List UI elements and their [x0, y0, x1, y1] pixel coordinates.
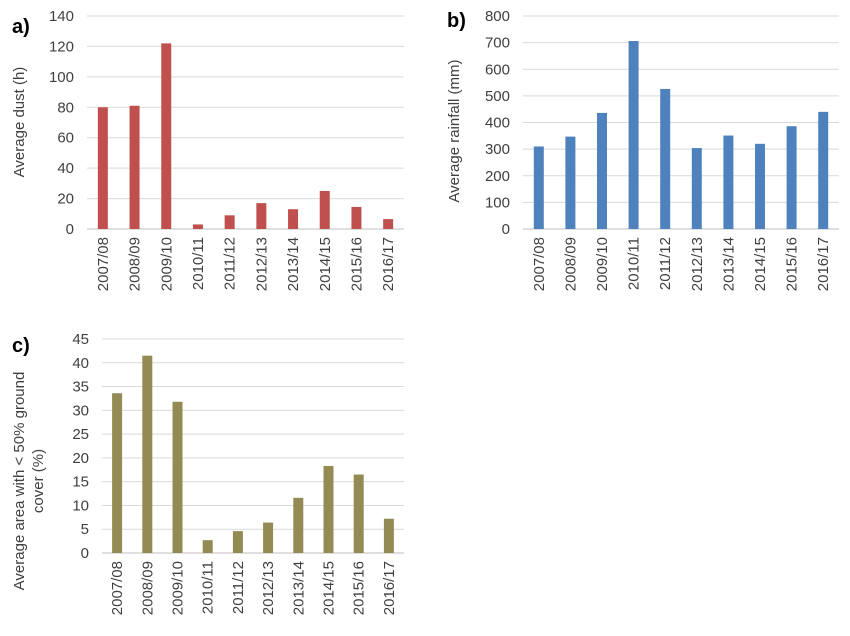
y-tick-label: 200 [485, 168, 510, 185]
x-tick-label: 2009/10 [170, 561, 187, 615]
chart-panel-2: b) 0 100 200 300 400 500 600 700 800 2007/08 2008/0… [446, 8, 839, 291]
bar [755, 143, 765, 229]
x-tick-label: 2015/16 [351, 561, 368, 615]
bar [383, 219, 394, 229]
x-tick-label: 2012/13 [260, 561, 277, 615]
x-tick-label: 2014/15 [317, 237, 334, 291]
x-tick-label: 2012/13 [253, 237, 270, 291]
bar [202, 540, 213, 553]
bar [323, 465, 334, 553]
y-tick-label: 100 [49, 69, 74, 86]
bar [129, 105, 140, 229]
y-tick-label: 5 [81, 521, 89, 538]
y-tick-label: 100 [485, 194, 510, 211]
x-tick-label: 2011/12 [657, 237, 674, 290]
bar [97, 107, 108, 229]
y-tick-label: 800 [485, 8, 510, 25]
y-tick-label: 30 [72, 402, 89, 419]
y-tick-label: 60 [57, 130, 74, 147]
x-tick-label: 2010/11 [200, 561, 217, 614]
x-tick-label: 2015/16 [348, 237, 365, 291]
x-tick-label: 2007/08 [109, 561, 126, 615]
bar [351, 206, 362, 229]
bar [660, 88, 671, 229]
bar [112, 393, 123, 553]
x-tick-label: 2009/10 [158, 237, 175, 291]
chart-panel-3: c) 0 5 10 15 20 25 30 35 40 45 2007/08 2008/09 2009/1… [11, 331, 404, 615]
y-tick-label: 500 [485, 88, 510, 105]
x-tick-label: 2013/14 [285, 237, 302, 291]
x-tick-label: 2008/09 [562, 237, 579, 291]
y-tick-label: 120 [49, 38, 74, 55]
y-tick-label: 0 [502, 221, 510, 238]
y-tick-label: 40 [57, 160, 74, 177]
x-tick-label: 2009/10 [594, 237, 611, 291]
bar [256, 203, 267, 229]
y-tick-label: 45 [72, 331, 89, 348]
bar [161, 43, 172, 230]
x-tick-label: 2016/17 [380, 237, 397, 291]
x-tick-label: 2016/17 [815, 237, 832, 291]
bar [288, 209, 299, 229]
y-tick-label: 15 [72, 474, 89, 491]
x-tick-label: 2013/14 [720, 237, 737, 291]
x-tick-label: 2008/09 [127, 237, 144, 291]
bar [293, 497, 304, 553]
x-tick-label: 2007/08 [531, 237, 548, 291]
y-tick-label: 10 [72, 497, 89, 514]
panel-label: c) [12, 335, 30, 357]
y-tick-label: 700 [485, 35, 510, 52]
y-tick-label: 40 [72, 355, 89, 372]
y-axis-title: Average area with < 50% ground [11, 372, 28, 591]
x-tick-label: 2011/12 [230, 561, 247, 614]
x-tick-label: 2014/15 [752, 237, 769, 291]
bar [565, 136, 576, 229]
y-axis-title: cover (%) [30, 449, 47, 513]
bar [192, 224, 203, 229]
x-tick-label: 2013/14 [290, 561, 307, 615]
y-tick-label: 0 [81, 545, 89, 562]
y-axis-title: Average dust (h) [11, 67, 28, 178]
bar [232, 531, 243, 553]
y-tick-label: 400 [485, 115, 510, 132]
y-axis-title: Average rainfall (mm) [446, 59, 463, 202]
bar [263, 522, 274, 553]
bar [353, 474, 364, 553]
y-tick-label: 20 [57, 191, 74, 208]
bar [597, 112, 607, 229]
y-tick-label: 25 [72, 426, 89, 443]
x-tick-label: 2010/11 [190, 237, 207, 290]
x-tick-label: 2011/12 [222, 237, 239, 290]
bar [628, 41, 639, 230]
panel-label: a) [12, 16, 30, 38]
y-tick-label: 20 [72, 450, 89, 467]
x-tick-label: 2008/09 [139, 561, 156, 615]
x-tick-label: 2015/16 [784, 237, 801, 291]
bar [224, 215, 235, 229]
x-tick-label: 2007/08 [95, 237, 112, 291]
bar [533, 146, 544, 229]
x-tick-label: 2016/17 [381, 561, 398, 615]
y-tick-label: 35 [72, 379, 89, 396]
x-tick-label: 2014/15 [321, 561, 338, 615]
y-tick-label: 80 [57, 99, 74, 116]
bar [786, 126, 797, 229]
x-tick-label: 2010/11 [626, 237, 643, 290]
bar [172, 401, 183, 553]
y-tick-label: 0 [66, 221, 74, 238]
panel-label: b) [447, 10, 466, 32]
y-tick-label: 600 [485, 61, 510, 78]
bar [142, 355, 153, 553]
bar [723, 135, 734, 229]
bar [319, 190, 330, 229]
y-tick-label: 300 [485, 141, 510, 158]
bar [818, 111, 829, 229]
bar [383, 518, 394, 553]
y-tick-label: 140 [49, 8, 74, 25]
x-tick-label: 2012/13 [689, 237, 706, 291]
chart-panel-1: a) 0 20 40 60 80 100 120 140 2007/08 2008/09 2009/1… [11, 8, 404, 291]
bar [691, 148, 702, 229]
